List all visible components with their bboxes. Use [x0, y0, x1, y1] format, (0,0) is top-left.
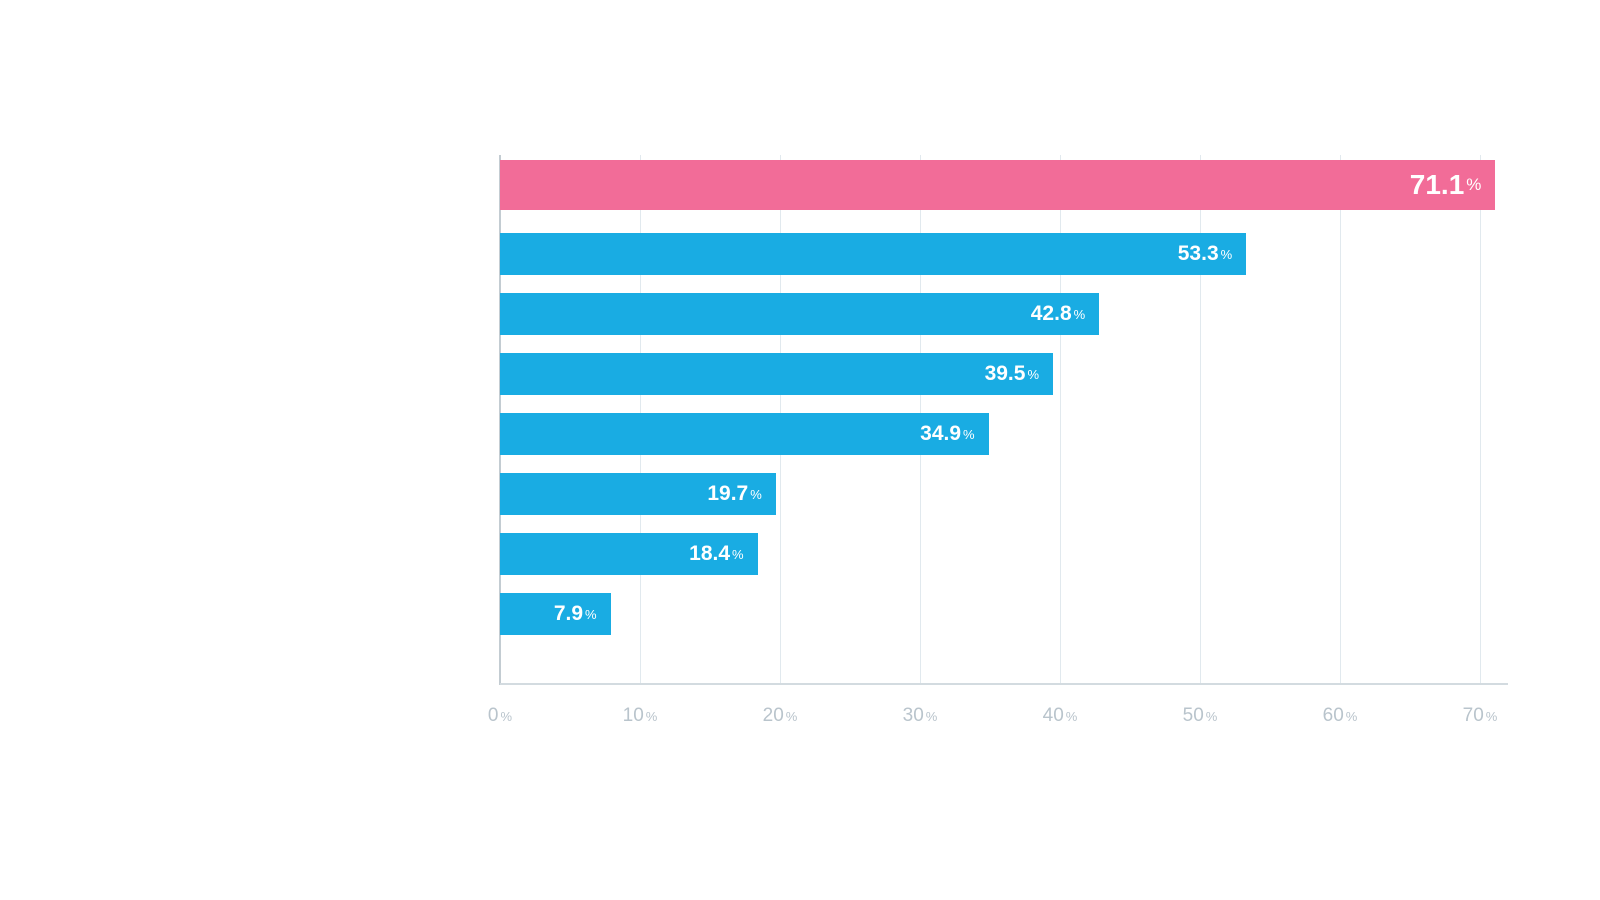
x-tick-suffix: % — [501, 709, 513, 724]
x-tick-suffix: % — [1206, 709, 1218, 724]
bar-value: 7.9 — [554, 602, 583, 626]
bar-value-suffix: % — [1027, 367, 1039, 382]
x-tick: 60% — [1323, 705, 1358, 727]
x-tick-value: 30 — [903, 705, 924, 726]
x-tick-value: 70 — [1463, 705, 1484, 726]
x-tick-suffix: % — [1346, 709, 1358, 724]
bar: 7.9% — [500, 593, 611, 635]
bar: 71.1% — [500, 160, 1495, 210]
bar-value-suffix: % — [750, 487, 762, 502]
bar: 42.8% — [500, 293, 1099, 335]
x-tick-value: 0 — [488, 705, 499, 726]
x-tick-value: 10 — [623, 705, 644, 726]
x-tick-suffix: % — [1486, 709, 1498, 724]
bar-value-suffix: % — [963, 427, 975, 442]
x-tick: 50% — [1183, 705, 1218, 727]
x-axis-line — [500, 683, 1508, 685]
gridline — [1340, 155, 1341, 685]
plot-area: 71.1%53.3%42.8%39.5%34.9%19.7%18.4%7.9% — [500, 155, 1508, 685]
x-tick: 30% — [903, 705, 938, 727]
bar-value: 53.3 — [1178, 242, 1219, 266]
bar-value: 34.9 — [920, 422, 961, 446]
x-tick: 20% — [763, 705, 798, 727]
bar-value-suffix: % — [1074, 307, 1086, 322]
x-tick-suffix: % — [926, 709, 938, 724]
bar-value-suffix: % — [1466, 175, 1481, 195]
bar-value: 39.5 — [985, 362, 1026, 386]
bar-value: 18.4 — [689, 542, 730, 566]
x-tick: 70% — [1463, 705, 1498, 727]
x-tick: 0% — [488, 705, 512, 727]
x-tick-value: 40 — [1043, 705, 1064, 726]
bar-value-suffix: % — [1221, 247, 1233, 262]
x-tick-value: 20 — [763, 705, 784, 726]
x-tick: 40% — [1043, 705, 1078, 727]
x-tick-suffix: % — [646, 709, 658, 724]
gridline — [1480, 155, 1481, 685]
x-tick-value: 50 — [1183, 705, 1204, 726]
bar: 18.4% — [500, 533, 758, 575]
bar-value-suffix: % — [585, 607, 597, 622]
bar-value-suffix: % — [732, 547, 744, 562]
bar: 53.3% — [500, 233, 1246, 275]
x-tick-value: 60 — [1323, 705, 1344, 726]
bar-value: 19.7 — [707, 482, 748, 506]
bar: 39.5% — [500, 353, 1053, 395]
x-tick-suffix: % — [786, 709, 798, 724]
bar-value: 71.1 — [1410, 169, 1465, 201]
bar-value: 42.8 — [1031, 302, 1072, 326]
bar: 34.9% — [500, 413, 989, 455]
bar: 19.7% — [500, 473, 776, 515]
x-tick-suffix: % — [1066, 709, 1078, 724]
x-tick: 10% — [623, 705, 658, 727]
